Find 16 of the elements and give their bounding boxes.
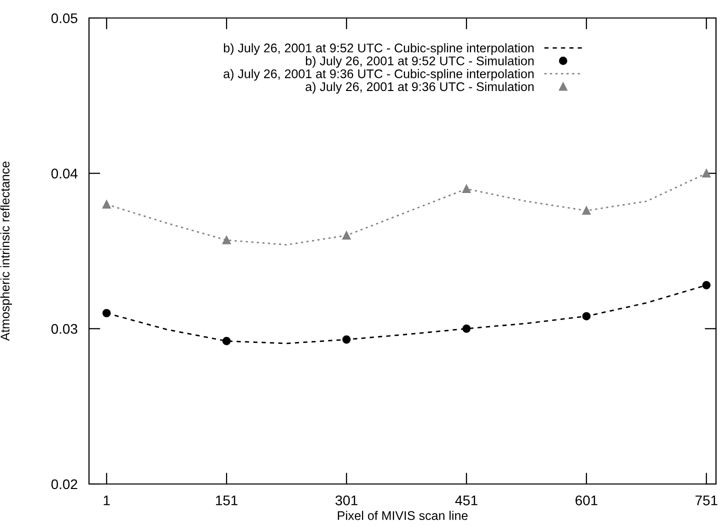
legend-label: b) July 26, 2001 at 9:52 UTC - Cubic-spline interpolation: [224, 43, 534, 55]
x-tick-label: 451: [455, 496, 478, 506]
y-tick-label: 0.03: [51, 324, 78, 334]
legend-label: a) July 26, 2001 at 9:36 UTC - Cubic-spline interpolation: [224, 69, 534, 81]
legend-label: a) July 26, 2001 at 9:36 UTC - Simulation: [306, 82, 534, 94]
y-tick-label: 0.02: [51, 479, 78, 490]
x-tick-label: 301: [335, 495, 358, 506]
x-tick-label: 1: [104, 496, 110, 506]
x-tick-label: 151: [216, 496, 238, 506]
x-axis-title: Pixel of MIVIS scan line: [338, 510, 468, 520]
x-tick-label: 751: [696, 496, 718, 506]
y-tick-label: 0.05: [51, 13, 78, 24]
legend-label: b) July 26, 2001 at 9:52 UTC - Simulation: [306, 56, 534, 68]
y-axis-title: Atmospheric intrinsic reflectance: [0, 162, 12, 341]
x-tick-label: 601: [576, 495, 598, 506]
y-tick-label: 0.04: [51, 168, 78, 179]
